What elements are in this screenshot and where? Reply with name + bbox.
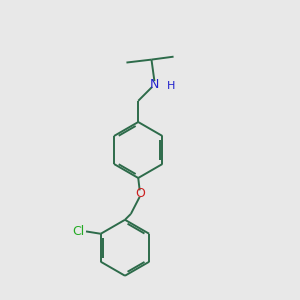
Text: Cl: Cl (73, 225, 85, 238)
Text: H: H (167, 81, 175, 91)
Text: N: N (150, 78, 159, 91)
Text: O: O (135, 187, 145, 200)
